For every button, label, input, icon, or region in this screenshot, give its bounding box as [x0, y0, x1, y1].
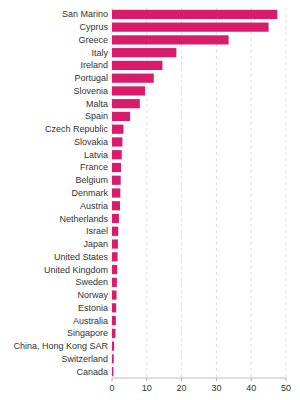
category-label: Sweden: [75, 277, 108, 287]
bar: [112, 150, 122, 159]
bar: [112, 163, 121, 172]
category-label: United States: [54, 252, 109, 262]
category-label: France: [80, 162, 108, 172]
category-label: Czech Republic: [45, 124, 109, 134]
x-tick: [286, 378, 287, 381]
category-label: Singapore: [67, 328, 108, 338]
category-label: Canada: [76, 367, 108, 377]
grid-line: [251, 8, 252, 378]
category-label: Israel: [86, 226, 108, 236]
bar: [112, 48, 176, 57]
bar: [112, 188, 120, 197]
bar: [112, 290, 117, 299]
bar: [112, 354, 114, 363]
bar: [112, 342, 114, 351]
category-label: San Marino: [62, 9, 108, 19]
category-label: Japan: [83, 239, 108, 249]
bar: [112, 99, 140, 108]
category-label: Norway: [77, 290, 108, 300]
category-label: Spain: [85, 111, 108, 121]
bar: [112, 74, 154, 83]
category-label: Switzerland: [61, 354, 108, 364]
bar: [112, 303, 116, 312]
x-tick-label: 40: [246, 383, 256, 393]
bar: [112, 239, 118, 248]
bar: [112, 252, 118, 261]
category-label: Ireland: [80, 60, 108, 70]
chart: 0 10 20 30 40 50 Canada Switzerland China, Hong …: [0, 0, 300, 400]
bar: [112, 35, 229, 44]
x-tick: [181, 378, 182, 381]
grid-line: [286, 8, 287, 378]
category-label: Slovakia: [74, 137, 108, 147]
x-axis: 0 10 20 30 40 50: [109, 378, 291, 393]
category-label: China, Hong Kong SAR: [13, 341, 108, 351]
category-label: Cyprus: [79, 22, 108, 32]
x-tick-label: 50: [281, 383, 291, 393]
bar: [112, 278, 117, 287]
category-label: Greece: [78, 35, 108, 45]
bar: [112, 23, 269, 32]
grid: [112, 8, 286, 378]
bar: [112, 227, 118, 236]
category-label: Malta: [86, 99, 108, 109]
category-label: Italy: [91, 48, 108, 58]
grid-line: [216, 8, 217, 378]
category-label: Slovenia: [73, 86, 108, 96]
x-tick: [216, 378, 217, 381]
category-label: Estonia: [78, 303, 108, 313]
category-label: United Kingdom: [44, 265, 108, 275]
bar: [112, 329, 115, 338]
bar: [112, 316, 116, 325]
bar: [112, 86, 145, 95]
x-tick-label: 0: [109, 383, 114, 393]
category-label: Portugal: [74, 73, 108, 83]
y-axis: Canada Switzerland China, Hong Kong SAR Sin…: [13, 9, 108, 376]
x-tick: [112, 378, 113, 381]
category-label: Australia: [73, 316, 108, 326]
category-label: Latvia: [84, 150, 108, 160]
x-tick-label: 20: [177, 383, 187, 393]
grid-line: [181, 8, 182, 378]
bar: [112, 176, 121, 185]
bar: [112, 214, 119, 223]
category-label: Belgium: [75, 175, 108, 185]
category-label: Netherlands: [59, 214, 108, 224]
bar: [112, 201, 120, 210]
bars: [112, 10, 277, 376]
bar: [112, 61, 162, 70]
category-label: Austria: [80, 201, 108, 211]
bar: [112, 367, 113, 376]
bar: [112, 112, 130, 121]
x-tick-label: 30: [211, 383, 221, 393]
bar: [112, 10, 277, 19]
x-tick: [251, 378, 252, 381]
x-tick: [146, 378, 147, 381]
bar: [112, 265, 117, 274]
category-label: Denmark: [71, 188, 108, 198]
x-axis-line: [112, 378, 286, 379]
x-tick-label: 10: [142, 383, 152, 393]
bar: [112, 125, 123, 134]
bar: [112, 137, 122, 146]
